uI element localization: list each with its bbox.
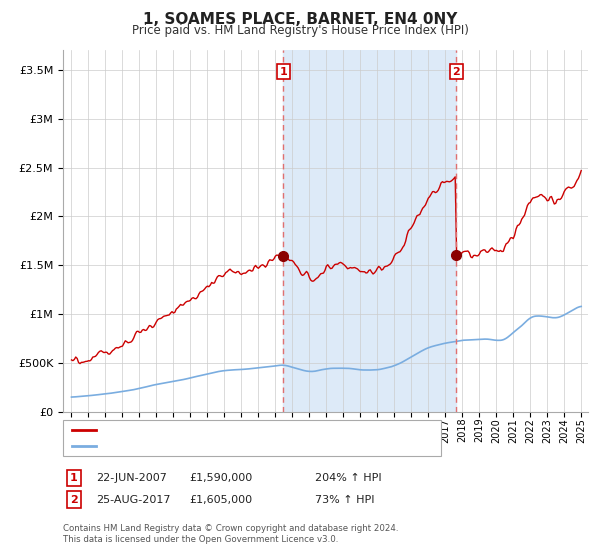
Text: 22-JUN-2007: 22-JUN-2007 bbox=[96, 473, 167, 483]
Text: 1: 1 bbox=[70, 473, 77, 483]
Text: £1,605,000: £1,605,000 bbox=[189, 494, 252, 505]
Text: 2: 2 bbox=[70, 494, 77, 505]
Text: 204% ↑ HPI: 204% ↑ HPI bbox=[315, 473, 382, 483]
Text: Contains HM Land Registry data © Crown copyright and database right 2024.: Contains HM Land Registry data © Crown c… bbox=[63, 524, 398, 533]
Text: 1, SOAMES PLACE, BARNET, EN4 0NY: 1, SOAMES PLACE, BARNET, EN4 0NY bbox=[143, 12, 457, 27]
Bar bbox=[283, 50, 456, 412]
Text: 2: 2 bbox=[452, 67, 460, 77]
Text: 25-AUG-2017: 25-AUG-2017 bbox=[96, 494, 170, 505]
Text: £1,590,000: £1,590,000 bbox=[189, 473, 252, 483]
Text: 1: 1 bbox=[280, 67, 287, 77]
Text: 1, SOAMES PLACE, BARNET, EN4 0NY (detached house): 1, SOAMES PLACE, BARNET, EN4 0NY (detach… bbox=[100, 425, 388, 435]
Text: Price paid vs. HM Land Registry's House Price Index (HPI): Price paid vs. HM Land Registry's House … bbox=[131, 24, 469, 36]
Text: 73% ↑ HPI: 73% ↑ HPI bbox=[315, 494, 374, 505]
Text: HPI: Average price, detached house, Enfield: HPI: Average price, detached house, Enfi… bbox=[100, 441, 329, 451]
Text: This data is licensed under the Open Government Licence v3.0.: This data is licensed under the Open Gov… bbox=[63, 535, 338, 544]
